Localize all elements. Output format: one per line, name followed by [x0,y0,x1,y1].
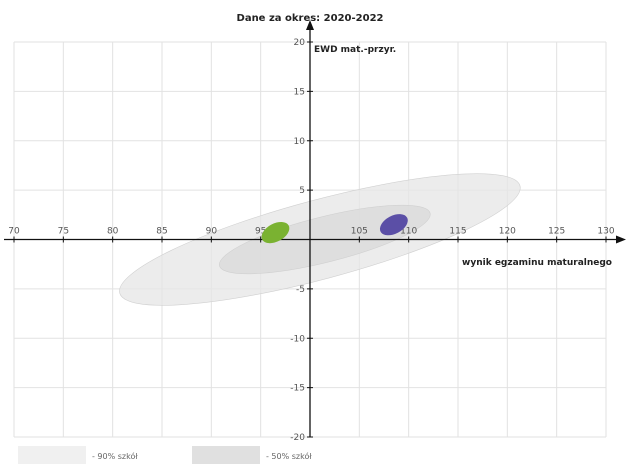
y-tick-label: 15 [294,87,305,97]
x-tick-label: 80 [107,227,119,237]
y-tick-label: -10 [290,334,305,344]
y-tick-label: 10 [294,137,306,147]
y-axis-arrow [306,20,314,30]
x-tick-label: 95 [255,227,266,237]
legend-label-50: - 50% szkół [266,452,312,461]
legend-swatch-50 [192,446,260,464]
x-ticks: 70 75 80 85 90 95 105 110 115 120 125 130 [8,227,615,243]
school-points [261,214,408,244]
axes [4,20,626,437]
x-tick-label: 85 [156,227,167,237]
legend-swatch-90 [18,446,86,464]
x-tick-label: 105 [351,227,368,237]
x-tick-label: 70 [8,227,20,237]
x-axis-arrow [616,235,626,244]
x-tick-label: 110 [400,227,417,237]
x-tick-label: 75 [58,227,69,237]
y-tick-label: -5 [296,285,305,295]
y-ticks: 20 15 10 5 -5 -10 -15 -20 [290,38,313,443]
y-tick-label: 5 [299,186,305,196]
legend-label-90: - 90% szkół [92,452,138,461]
y-tick-label: 20 [294,38,306,48]
x-tick-label: 130 [597,227,614,237]
school-point [379,214,408,236]
legend: - 90% szkół - 50% szkół [0,446,630,466]
x-tick-label: 120 [499,227,516,237]
chart-title: Dane za okres: 2020-2022 [237,13,384,24]
x-tick-label: 125 [548,227,565,237]
x-axis-label: wynik egzaminu maturalnego [462,258,612,268]
school-point [261,221,290,244]
x-tick-label: 90 [206,227,218,237]
y-tick-label: -20 [290,433,305,443]
y-tick-label: -15 [290,384,305,394]
y-axis-label: EWD mat.-przyr. [314,45,396,55]
x-tick-label: 115 [449,227,466,237]
ewd-chart: 70 75 80 85 90 95 105 110 115 120 125 130 2015105-5… [4,13,626,443]
